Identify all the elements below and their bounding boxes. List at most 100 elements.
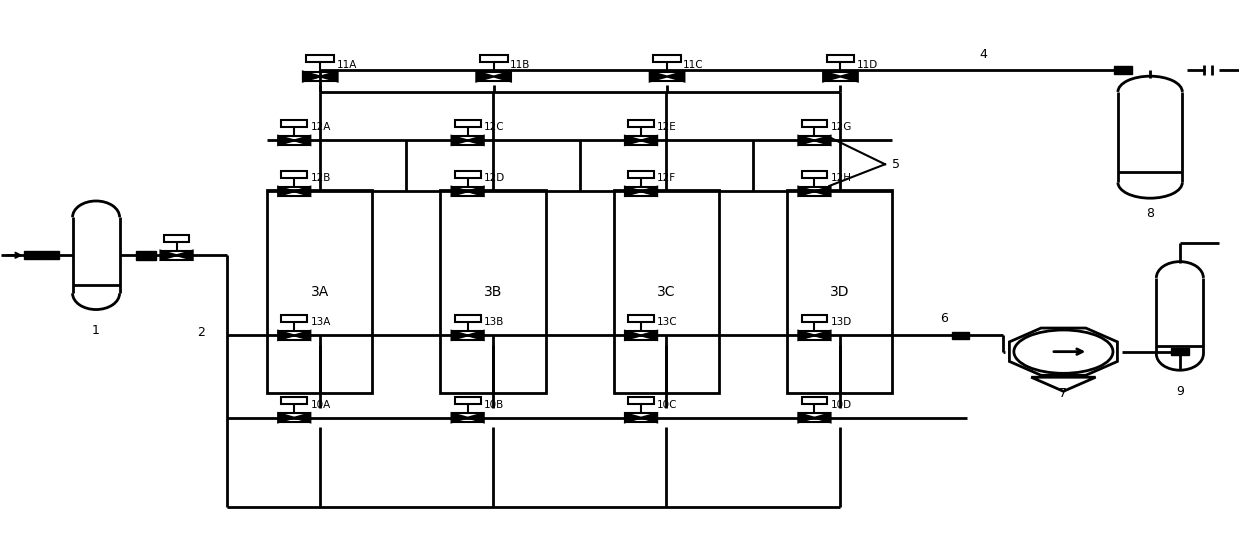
Bar [480,54,507,62]
Text: 1: 1 [92,324,100,337]
Bar [801,315,827,322]
Bar [629,120,653,127]
Bar [281,315,308,322]
Bar [455,315,481,322]
Text: 11C: 11C [683,60,704,70]
Bar [455,397,481,405]
Bar [281,397,308,405]
Polygon shape [650,72,667,81]
Bar [787,190,893,393]
Text: 3B: 3B [484,285,502,299]
Text: 12B: 12B [310,173,331,184]
Polygon shape [841,72,858,81]
Text: 12G: 12G [831,122,852,132]
Text: 3A: 3A [310,285,329,299]
Polygon shape [815,136,831,145]
Polygon shape [815,413,831,422]
Bar [629,315,653,322]
Text: 6: 6 [941,312,949,325]
Bar [629,397,653,405]
Polygon shape [294,413,310,422]
Polygon shape [451,413,467,422]
Polygon shape [160,251,176,260]
Polygon shape [176,251,192,260]
Bar [952,332,970,339]
Text: 11D: 11D [857,60,878,70]
Polygon shape [451,136,467,145]
Polygon shape [494,72,511,81]
Text: 13B: 13B [484,318,505,327]
Polygon shape [799,331,815,340]
Text: 12F: 12F [657,173,676,184]
Text: 12H: 12H [831,173,852,184]
Text: 11B: 11B [510,60,531,70]
Polygon shape [467,136,484,145]
Bar [1115,66,1132,74]
Polygon shape [625,136,641,145]
Polygon shape [641,187,657,196]
Polygon shape [278,413,294,422]
Polygon shape [278,136,294,145]
Bar [25,251,42,259]
Text: 12A: 12A [310,122,331,132]
Text: 9: 9 [1176,385,1184,397]
Text: 10B: 10B [484,400,503,410]
Bar [440,190,546,393]
Text: 13A: 13A [310,318,331,327]
Polygon shape [467,187,484,196]
Bar [135,251,155,260]
Polygon shape [625,331,641,340]
Bar [827,54,854,62]
Text: 4: 4 [980,48,987,61]
Text: 2: 2 [197,326,206,339]
Polygon shape [641,413,657,422]
Bar [42,251,60,259]
Polygon shape [278,331,294,340]
Polygon shape [625,413,641,422]
Text: 10D: 10D [831,400,852,410]
Polygon shape [294,187,310,196]
Polygon shape [815,331,831,340]
Text: 7: 7 [1059,387,1068,400]
Polygon shape [823,72,841,81]
Bar [629,171,653,178]
Polygon shape [667,72,684,81]
Bar [164,235,190,242]
Text: 10C: 10C [657,400,677,410]
Polygon shape [625,187,641,196]
Polygon shape [294,136,310,145]
Polygon shape [451,187,467,196]
Text: 3D: 3D [830,285,849,299]
Bar [306,54,334,62]
Text: 13D: 13D [831,318,852,327]
Bar [801,397,827,405]
Text: 3C: 3C [657,285,676,299]
Polygon shape [641,331,657,340]
Bar [801,171,827,178]
Polygon shape [476,72,494,81]
Bar [281,171,308,178]
Bar [281,120,308,127]
Polygon shape [799,413,815,422]
Text: 5: 5 [893,158,900,171]
Bar [801,120,827,127]
Polygon shape [799,136,815,145]
Polygon shape [278,187,294,196]
Polygon shape [641,136,657,145]
Text: 8: 8 [1146,207,1154,220]
Polygon shape [294,331,310,340]
Text: 12E: 12E [657,122,677,132]
Polygon shape [815,187,831,196]
Bar [267,190,372,393]
Text: 12C: 12C [484,122,505,132]
Bar [455,120,481,127]
Polygon shape [799,187,815,196]
Polygon shape [451,331,467,340]
Bar [653,54,681,62]
Bar [614,190,719,393]
Polygon shape [320,72,337,81]
Bar [455,171,481,178]
Text: 11A: 11A [336,60,357,70]
Text: 12D: 12D [484,173,505,184]
Polygon shape [467,413,484,422]
